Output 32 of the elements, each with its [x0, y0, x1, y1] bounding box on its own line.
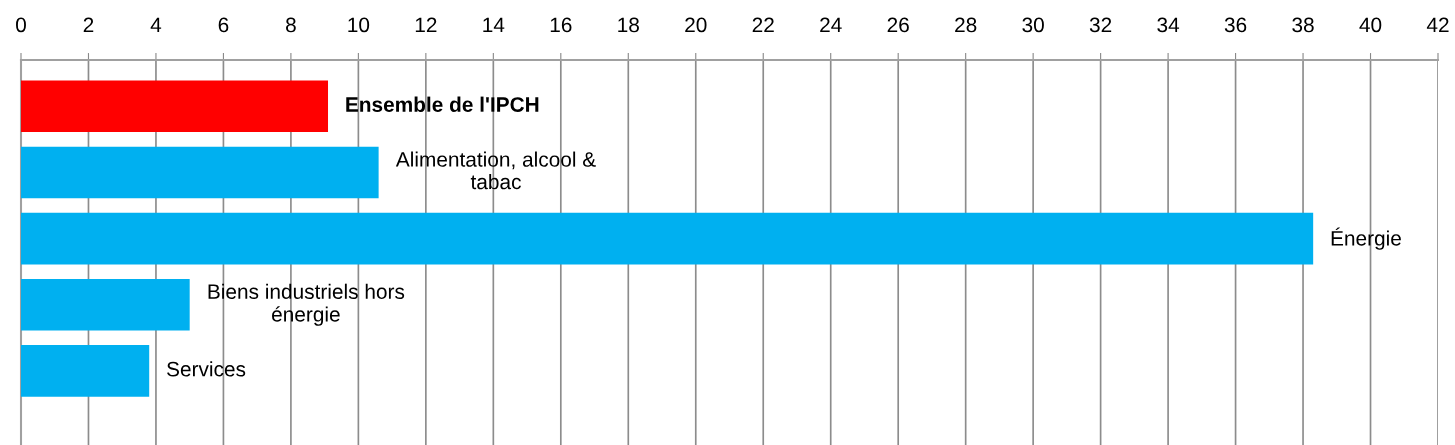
x-tick-label: 16 [550, 17, 572, 33]
x-tick-label: 24 [820, 17, 842, 33]
x-tick-label: 32 [1089, 17, 1112, 33]
x-tick-label: 6 [218, 17, 229, 33]
x-tick-label: 10 [348, 17, 370, 33]
y-tick-label: Énergie [1331, 227, 1401, 250]
x-tick-label: 14 [483, 17, 505, 33]
bar [21, 80, 329, 133]
bar [21, 146, 379, 199]
x-tick-label: 2 [83, 17, 94, 33]
y-tick-label: Biens industriels hors énergie [208, 283, 405, 326]
x-tick-label: 18 [618, 17, 639, 33]
x-tick-label: 4 [150, 17, 162, 33]
x-tick-label: 12 [415, 17, 437, 33]
x-tick-label: 38 [1292, 17, 1314, 33]
y-tick-label: Alimentation, alcool & tabac [395, 151, 596, 190]
bar [21, 345, 150, 397]
y-tick-label: Services [167, 361, 246, 377]
x-tick-label: 20 [685, 17, 707, 33]
x-tick-label: 8 [286, 17, 296, 33]
x-tick-label: 34 [1157, 17, 1180, 33]
x-tick-label: 40 [1359, 17, 1382, 33]
x-tick-label: 26 [887, 17, 909, 33]
x-tick-label: 28 [955, 17, 977, 33]
x-tick-label: 42 [1426, 17, 1449, 33]
x-tick-label: 0 [16, 17, 26, 33]
y-tick-label: Ensemble de l'IPCH [346, 96, 539, 112]
bar [21, 212, 1314, 265]
x-tick-label: 36 [1224, 17, 1247, 33]
bar [21, 278, 190, 331]
x-tick-label: 30 [1022, 17, 1044, 33]
x-tick-label: 22 [752, 17, 774, 33]
